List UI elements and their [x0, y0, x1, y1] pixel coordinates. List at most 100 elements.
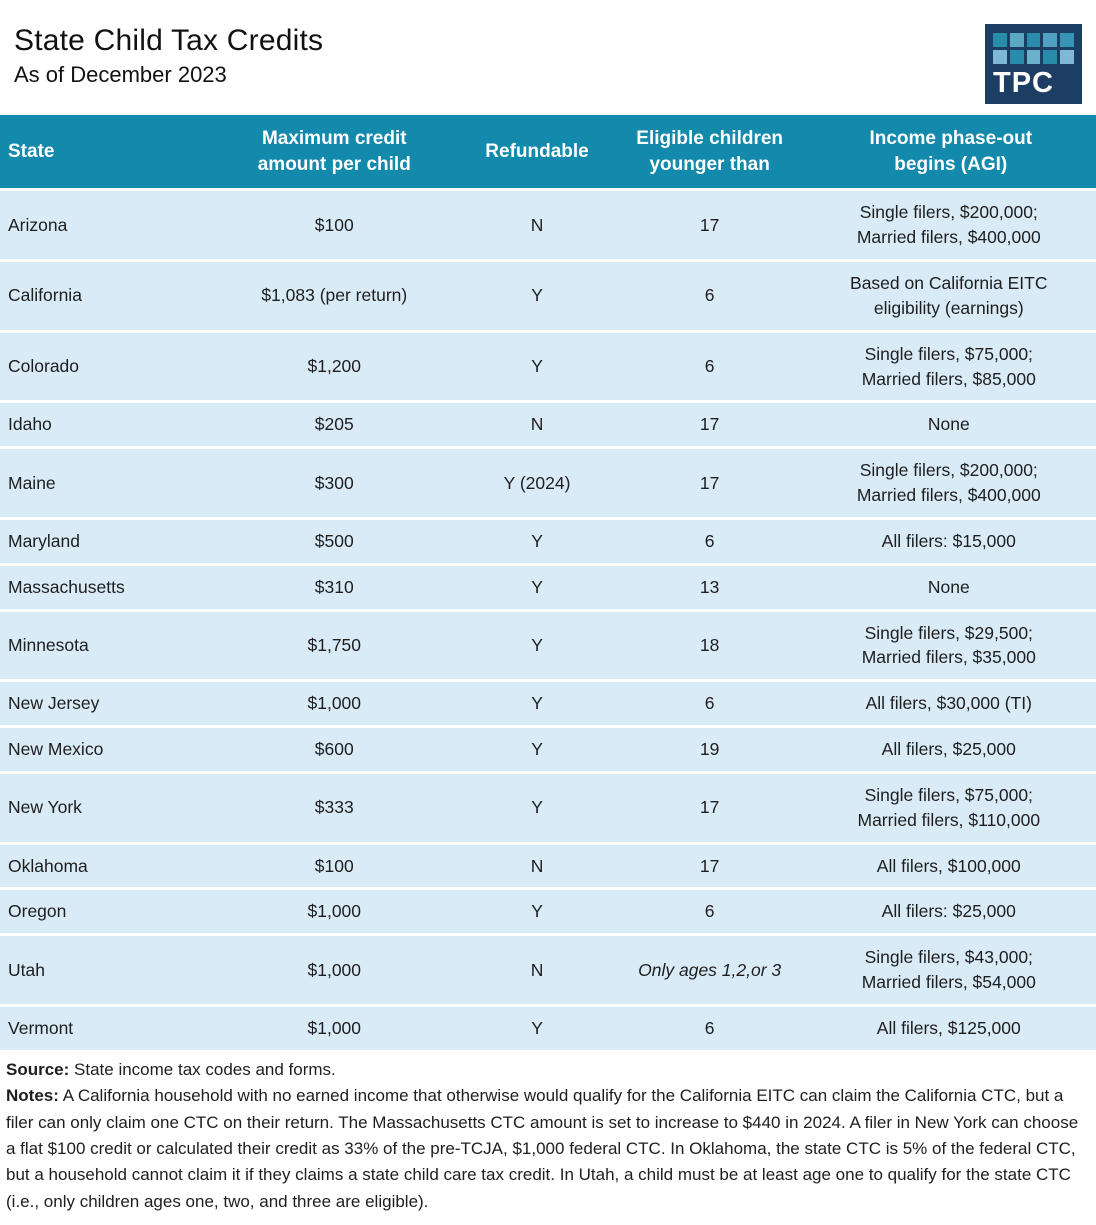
header-income-phase-out: Income phase-out begins (AGI)	[805, 115, 1096, 190]
cell-state: Massachusetts	[0, 562, 209, 611]
table-row: California $1,083 (per return) Y 6 Based…	[0, 258, 1096, 332]
cell-eligible-children: 17	[613, 841, 806, 889]
cell-eligible-children: 6	[613, 258, 806, 332]
header-eligible-children: Eligible children younger than	[613, 115, 806, 190]
cell-phase-out: All filers, $125,000	[805, 1003, 1096, 1050]
cell-phase-out: None	[805, 400, 1096, 448]
cell-phase-out: Single filers, $200,000; Married filers,…	[805, 446, 1096, 519]
table-row: New York $333 Y 17 Single filers, $75,00…	[0, 770, 1096, 844]
title-block: State Child Tax Credits As of December 2…	[14, 24, 323, 88]
cell-max-credit: $500	[208, 516, 461, 565]
cell-eligible-children: Only ages 1,2,or 3	[613, 933, 806, 1006]
table-row: Utah $1,000 N Only ages 1,2,or 3 Single …	[0, 933, 1096, 1006]
cell-eligible-children: 19	[613, 725, 806, 773]
notes-label: Notes:	[6, 1086, 59, 1106]
header-state: State	[0, 115, 209, 190]
cell-refundable: N	[460, 933, 614, 1006]
cell-refundable: N	[460, 188, 614, 261]
cell-refundable: Y	[460, 887, 614, 935]
source-line: Source: State income tax codes and forms…	[6, 1057, 1090, 1083]
table-row: New Mexico $600 Y 19 All filers, $25,000	[0, 725, 1096, 773]
table-row: Oregon $1,000 Y 6 All filers: $25,000	[0, 887, 1096, 935]
cell-eligible-children: 18	[613, 608, 806, 681]
cell-phase-out: Single filers, $75,000; Married filers, …	[805, 329, 1096, 402]
table-row: New Jersey $1,000 Y 6 All filers, $30,00…	[0, 679, 1096, 727]
logo-square	[1026, 50, 1041, 64]
cell-phase-out: Single filers, $43,000; Married filers, …	[805, 933, 1096, 1006]
cell-eligible-children: 17	[613, 446, 806, 519]
cell-max-credit: $1,000	[208, 1003, 461, 1050]
cell-eligible-children: 6	[613, 679, 806, 727]
table-row: Vermont $1,000 Y 6 All filers, $125,000	[0, 1003, 1096, 1050]
cell-state: Arizona	[0, 188, 209, 261]
cell-max-credit: $310	[208, 562, 461, 611]
masthead: State Child Tax Credits As of December 2…	[0, 0, 1096, 115]
cell-max-credit: $1,083 (per return)	[208, 258, 461, 332]
tpc-logo-squares	[993, 33, 1074, 64]
table-row: Maine $300 Y (2024) 17 Single filers, $2…	[0, 446, 1096, 519]
notes-text: A California household with no earned in…	[6, 1086, 1079, 1211]
cell-state: Oregon	[0, 887, 209, 935]
logo-square	[1060, 33, 1074, 47]
cell-max-credit: $1,200	[208, 329, 461, 402]
cell-refundable: Y	[460, 679, 614, 727]
cell-phase-out: All filers, $100,000	[805, 841, 1096, 889]
cell-refundable: Y	[460, 608, 614, 681]
cell-max-credit: $100	[208, 841, 461, 889]
header-max-credit: Maximum credit amount per child	[208, 115, 461, 190]
cell-refundable: Y	[460, 1003, 614, 1050]
cell-refundable: Y	[460, 770, 614, 844]
cell-phase-out: All filers, $30,000 (TI)	[805, 679, 1096, 727]
cell-refundable: N	[460, 400, 614, 448]
cell-refundable: Y	[460, 562, 614, 611]
cell-state: Idaho	[0, 400, 209, 448]
table-row: Minnesota $1,750 Y 18 Single filers, $29…	[0, 608, 1096, 681]
cell-phase-out: All filers: $15,000	[805, 516, 1096, 565]
table-row: Maryland $500 Y 6 All filers: $15,000	[0, 516, 1096, 565]
cell-max-credit: $1,000	[208, 679, 461, 727]
source-text: State income tax codes and forms.	[74, 1059, 336, 1079]
cell-phase-out: Single filers, $75,000; Married filers, …	[805, 770, 1096, 844]
cell-max-credit: $1,000	[208, 933, 461, 1006]
table-row: Arizona $100 N 17 Single filers, $200,00…	[0, 188, 1096, 261]
logo-square	[993, 50, 1007, 64]
tpc-logo-text: TPC	[993, 67, 1054, 99]
source-label: Source:	[6, 1059, 70, 1079]
cell-state: Colorado	[0, 329, 209, 402]
cell-phase-out: All filers, $25,000	[805, 725, 1096, 773]
cell-state: Oklahoma	[0, 841, 209, 889]
table-row: Idaho $205 N 17 None	[0, 400, 1096, 448]
cell-phase-out: All filers: $25,000	[805, 887, 1096, 935]
cell-max-credit: $205	[208, 400, 461, 448]
cell-state: New Mexico	[0, 725, 209, 773]
cell-eligible-children: 6	[613, 516, 806, 565]
cell-phase-out: None	[805, 562, 1096, 611]
cell-state: New Jersey	[0, 679, 209, 727]
table-row: Colorado $1,200 Y 6 Single filers, $75,0…	[0, 329, 1096, 402]
cell-state: Minnesota	[0, 608, 209, 681]
cell-phase-out: Single filers, $29,500; Married filers, …	[805, 608, 1096, 681]
cell-state: Vermont	[0, 1003, 209, 1050]
cell-refundable: Y	[460, 329, 614, 402]
cell-refundable: Y	[460, 516, 614, 565]
cell-eligible-children: 17	[613, 770, 806, 844]
logo-square	[1009, 33, 1024, 47]
cell-eligible-children: 13	[613, 562, 806, 611]
cell-refundable: N	[460, 841, 614, 889]
header-refundable: Refundable	[460, 115, 614, 190]
cell-eligible-children: 6	[613, 1003, 806, 1050]
tpc-logo: TPC	[985, 24, 1082, 104]
cell-max-credit: $300	[208, 446, 461, 519]
cell-state: New York	[0, 770, 209, 844]
cell-max-credit: $1,750	[208, 608, 461, 681]
logo-square	[1026, 33, 1041, 47]
logo-square	[1043, 33, 1058, 47]
table-header-row: State Maximum credit amount per child Re…	[0, 115, 1096, 190]
state-ctc-table: State Maximum credit amount per child Re…	[0, 115, 1096, 1050]
cell-refundable: Y	[460, 725, 614, 773]
logo-square	[1043, 50, 1058, 64]
footer-notes: Source: State income tax codes and forms…	[0, 1050, 1096, 1225]
cell-max-credit: $333	[208, 770, 461, 844]
logo-square	[993, 33, 1007, 47]
